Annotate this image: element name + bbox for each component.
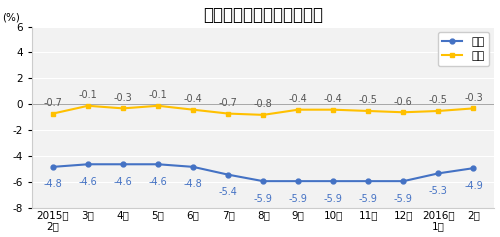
- 环比: [85, 104, 91, 107]
- Text: -0.4: -0.4: [324, 94, 342, 104]
- 环比: [400, 111, 406, 114]
- 同比: [120, 163, 126, 166]
- Text: -0.7: -0.7: [218, 98, 238, 108]
- Text: -5.3: -5.3: [429, 186, 448, 196]
- 环比: [330, 108, 336, 111]
- 环比: [225, 112, 231, 115]
- Text: -4.6: -4.6: [78, 177, 98, 187]
- 同比: [155, 163, 161, 166]
- Text: -4.6: -4.6: [114, 177, 132, 187]
- Text: -5.9: -5.9: [359, 194, 378, 204]
- 环比: [470, 107, 476, 110]
- Text: -4.6: -4.6: [148, 177, 168, 187]
- Text: -0.6: -0.6: [394, 97, 412, 107]
- Text: -0.5: -0.5: [359, 96, 378, 105]
- Text: -5.9: -5.9: [394, 194, 413, 204]
- Title: 工业生产者出厂价格涨跌幅: 工业生产者出厂价格涨跌幅: [203, 5, 323, 23]
- Text: -5.9: -5.9: [324, 194, 342, 204]
- 同比: [225, 173, 231, 176]
- 同比: [366, 180, 372, 182]
- 同比: [330, 180, 336, 182]
- Text: -0.7: -0.7: [44, 98, 62, 108]
- 环比: [436, 109, 442, 112]
- 同比: [260, 180, 266, 182]
- 环比: [260, 114, 266, 116]
- 同比: [470, 167, 476, 170]
- 同比: [436, 172, 442, 175]
- Text: -0.4: -0.4: [289, 94, 308, 104]
- Y-axis label: (%): (%): [2, 13, 20, 23]
- 同比: [295, 180, 301, 182]
- Text: -0.5: -0.5: [429, 96, 448, 105]
- Text: -4.8: -4.8: [44, 179, 62, 189]
- 同比: [400, 180, 406, 182]
- Line: 同比: 同比: [50, 162, 476, 184]
- 环比: [190, 108, 196, 111]
- 同比: [190, 165, 196, 168]
- Text: -5.9: -5.9: [289, 194, 308, 204]
- Text: -4.9: -4.9: [464, 181, 483, 191]
- Text: -5.9: -5.9: [254, 194, 272, 204]
- Text: -0.8: -0.8: [254, 99, 272, 109]
- Legend: 同比, 环比: 同比, 环比: [438, 32, 489, 66]
- 环比: [50, 112, 56, 115]
- 环比: [155, 104, 161, 107]
- Text: -0.3: -0.3: [464, 93, 483, 103]
- Line: 环比: 环比: [50, 103, 476, 117]
- Text: -0.1: -0.1: [78, 90, 98, 100]
- Text: -0.4: -0.4: [184, 94, 203, 104]
- 环比: [295, 108, 301, 111]
- 环比: [366, 109, 372, 112]
- Text: -0.3: -0.3: [114, 93, 132, 103]
- 环比: [120, 107, 126, 110]
- Text: -0.1: -0.1: [148, 90, 168, 100]
- Text: -5.4: -5.4: [218, 187, 238, 197]
- 同比: [85, 163, 91, 166]
- Text: -4.8: -4.8: [184, 179, 203, 189]
- 同比: [50, 165, 56, 168]
